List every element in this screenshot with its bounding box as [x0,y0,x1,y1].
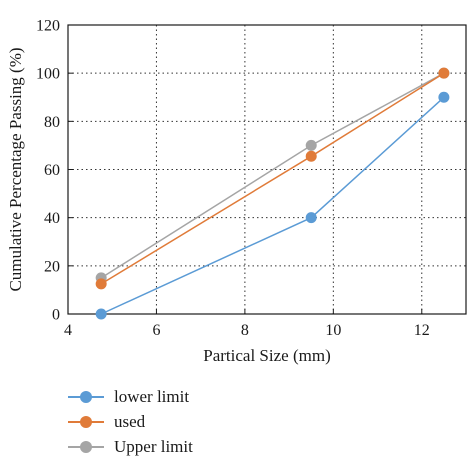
line-chart: 4 6 8 10 12 0 20 40 60 80 100 120 Partical Size (m… [6,18,467,365]
legend-item-lower-limit: lower limit [68,384,193,409]
series-line-upper-limit [100,72,445,279]
series-used [95,67,450,290]
legend-swatch-lower-limit [68,390,104,404]
data-point-lower-limit [95,308,107,320]
legend: lower limit used Upper limit [68,384,193,459]
x-tick-label: 6 [152,322,160,339]
data-point-lower-limit [305,212,317,224]
y-tick-label: 120 [36,18,60,35]
legend-label-lower-limit: lower limit [114,386,190,406]
data-point-upper-limit [305,139,317,151]
y-axis: 0 20 40 60 80 100 120 [36,18,73,324]
series-line-lower-limit [100,96,445,315]
data-point-lower-limit [438,91,450,103]
legend-swatch-upper-limit [68,440,104,454]
data-point-used [95,278,107,290]
series-lower-limit [95,91,450,320]
series-upper-limit [95,67,450,284]
legend-label-upper-limit: Upper limit [114,436,193,456]
x-tick-label: 4 [64,322,72,339]
y-tick-label: 80 [44,114,60,131]
x-tick-label: 12 [414,322,430,339]
legend-swatch-used [68,415,104,429]
legend-label-used: used [114,411,146,431]
y-tick-label: 100 [36,66,60,83]
legend-item-upper-limit: Upper limit [68,434,193,459]
x-tick-label: 10 [325,322,341,339]
y-tick-label: 60 [44,162,60,179]
series-line-used [100,72,445,285]
data-point-used [438,67,450,79]
grid [68,25,466,314]
x-axis: 4 6 8 10 12 [64,309,430,339]
x-axis-label: Partical Size (mm) [203,346,330,365]
y-tick-label: 40 [44,210,60,227]
legend-item-used: used [68,409,193,434]
y-axis-label: Cumulative Percentage Passing (%) [6,47,25,291]
series-layer [95,67,450,320]
x-tick-label: 8 [241,322,249,339]
y-tick-label: 0 [52,307,60,324]
data-point-used [305,150,317,162]
y-tick-label: 20 [44,258,60,275]
